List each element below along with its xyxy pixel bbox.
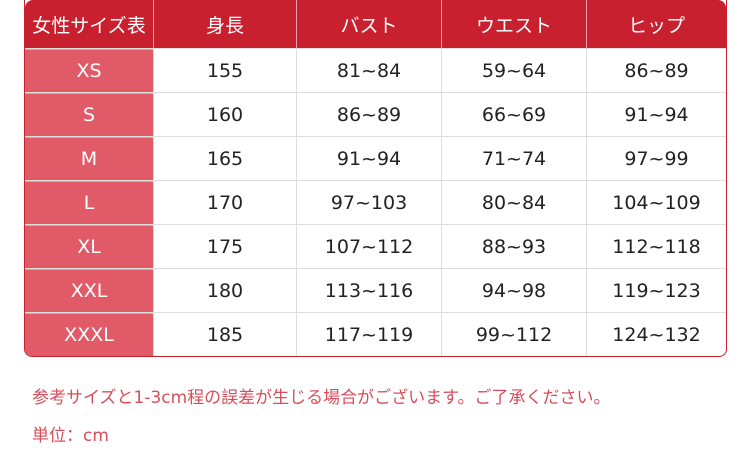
size-label-cell: XXXL xyxy=(25,313,153,356)
table-cell: 91~94 xyxy=(586,93,726,136)
table-cell: 99~112 xyxy=(441,313,586,356)
table-cell: 97~103 xyxy=(296,181,441,224)
table-cell: 80~84 xyxy=(441,181,586,224)
size-label-cell: XS xyxy=(25,49,153,92)
table-row: XL 175 107~112 88~93 112~118 xyxy=(25,224,726,268)
table-row: M 165 91~94 71~74 97~99 xyxy=(25,136,726,180)
size-label-cell: XXL xyxy=(25,269,153,312)
table-cell: 86~89 xyxy=(586,49,726,92)
table-cell: 160 xyxy=(153,93,296,136)
header-cell: ヒップ xyxy=(586,0,726,48)
table-cell: 94~98 xyxy=(441,269,586,312)
table-header: 女性サイズ表 身長 バスト ウエスト ヒップ xyxy=(25,0,726,48)
table-cell: 165 xyxy=(153,137,296,180)
header-cell: バスト xyxy=(296,0,441,48)
table-cell: 175 xyxy=(153,225,296,268)
size-label-cell: XL xyxy=(25,225,153,268)
size-label-cell: M xyxy=(25,137,153,180)
table-cell: 97~99 xyxy=(586,137,726,180)
table-cell: 180 xyxy=(153,269,296,312)
table-row: XXL 180 113~116 94~98 119~123 xyxy=(25,268,726,312)
table-cell: 81~84 xyxy=(296,49,441,92)
table-cell: 155 xyxy=(153,49,296,92)
table-cell: 185 xyxy=(153,313,296,356)
table-row: XXXL 185 117~119 99~112 124~132 xyxy=(25,312,726,356)
table-row: L 170 97~103 80~84 104~109 xyxy=(25,180,726,224)
header-cell: 女性サイズ表 xyxy=(32,14,146,37)
size-label-cell: L xyxy=(25,181,153,224)
table-cell: 88~93 xyxy=(441,225,586,268)
table-row: XS 155 81~84 59~64 86~89 xyxy=(25,48,726,92)
table-cell: 113~116 xyxy=(296,269,441,312)
disclaimer-note: 参考サイズと1-3cm程の誤差が生じる場合がございます。ご了承ください。 xyxy=(32,388,611,408)
table-cell: 117~119 xyxy=(296,313,441,356)
table-cell: 66~69 xyxy=(441,93,586,136)
size-label-cell: S xyxy=(25,93,153,136)
table-cell: 71~74 xyxy=(441,137,586,180)
table-cell: 91~94 xyxy=(296,137,441,180)
table-cell: 170 xyxy=(153,181,296,224)
table-cell: 107~112 xyxy=(296,225,441,268)
table-cell: 124~132 xyxy=(586,313,726,356)
header-cell: ウエスト xyxy=(441,0,586,48)
unit-note: 単位：cm xyxy=(32,426,109,446)
size-chart-table: 女性サイズ表 身長 バスト ウエスト ヒップ XS 155 81~84 59~64 86… xyxy=(24,0,727,357)
table-cell: 112~118 xyxy=(586,225,726,268)
table-cell: 104~109 xyxy=(586,181,726,224)
table-cell: 119~123 xyxy=(586,269,726,312)
table-row: S 160 86~89 66~69 91~94 xyxy=(25,92,726,136)
table-cell: 86~89 xyxy=(296,93,441,136)
header-cell: 身長 xyxy=(153,0,296,48)
table-cell: 59~64 xyxy=(441,49,586,92)
